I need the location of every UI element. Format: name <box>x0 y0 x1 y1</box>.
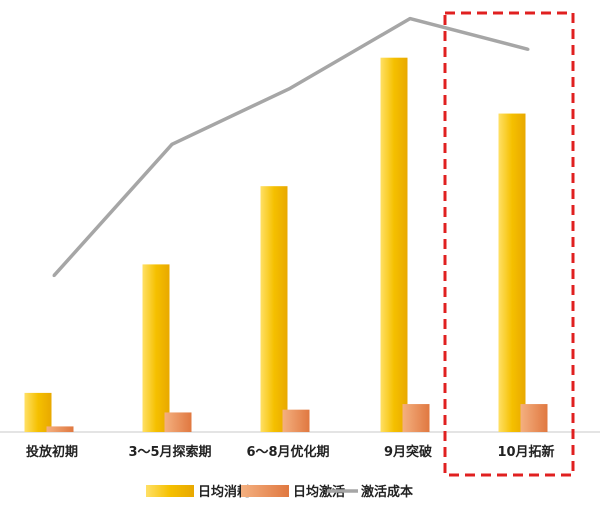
x-tick-label-3: 6～8月优化期 <box>246 444 329 460</box>
x-axis-tick-labels: 投放初期 3～5月探索期 6～8月优化期 9月突破 10月拓新 <box>26 444 555 460</box>
legend-label-daily-spend: 日均消耗 <box>198 484 250 500</box>
x-tick-label-1: 投放初期 <box>26 444 78 460</box>
bar-daily-spend-3 <box>260 186 288 432</box>
line-point-activation-cost-3 <box>288 86 292 90</box>
x-tick-label-2: 3～5月探索期 <box>128 444 211 460</box>
x-tick-label-5: 10月拓新 <box>497 444 554 460</box>
legend-label-daily-activation: 日均激活 <box>293 484 345 500</box>
legend: 日均消耗 日均激活 激活成本 <box>146 484 413 500</box>
series-daily-activation <box>46 404 548 432</box>
bar-daily-spend-2 <box>142 264 170 432</box>
bar-daily-activation-4 <box>402 404 430 432</box>
line-point-activation-cost-4 <box>408 17 412 21</box>
legend-swatch-daily-spend <box>146 485 194 497</box>
line-point-activation-cost-1 <box>52 274 56 278</box>
line-point-activation-cost-2 <box>170 142 174 146</box>
bar-daily-spend-4 <box>380 57 408 433</box>
bar-daily-activation-3 <box>282 409 310 432</box>
x-tick-label-4: 9月突破 <box>384 444 432 460</box>
bar-daily-activation-2 <box>164 412 192 432</box>
bar-daily-activation-1 <box>46 426 74 432</box>
line-point-activation-cost-5 <box>526 47 530 51</box>
series-activation-cost-line <box>52 16 529 277</box>
bar-daily-spend-5 <box>498 113 526 432</box>
bar-daily-activation-5 <box>520 404 548 432</box>
series-daily-spend <box>24 57 526 433</box>
legend-label-activation-cost: 激活成本 <box>361 484 413 500</box>
legend-swatch-daily-activation <box>241 485 289 497</box>
highlight-dashed-box <box>443 11 575 477</box>
bar-daily-spend-1 <box>24 392 52 432</box>
